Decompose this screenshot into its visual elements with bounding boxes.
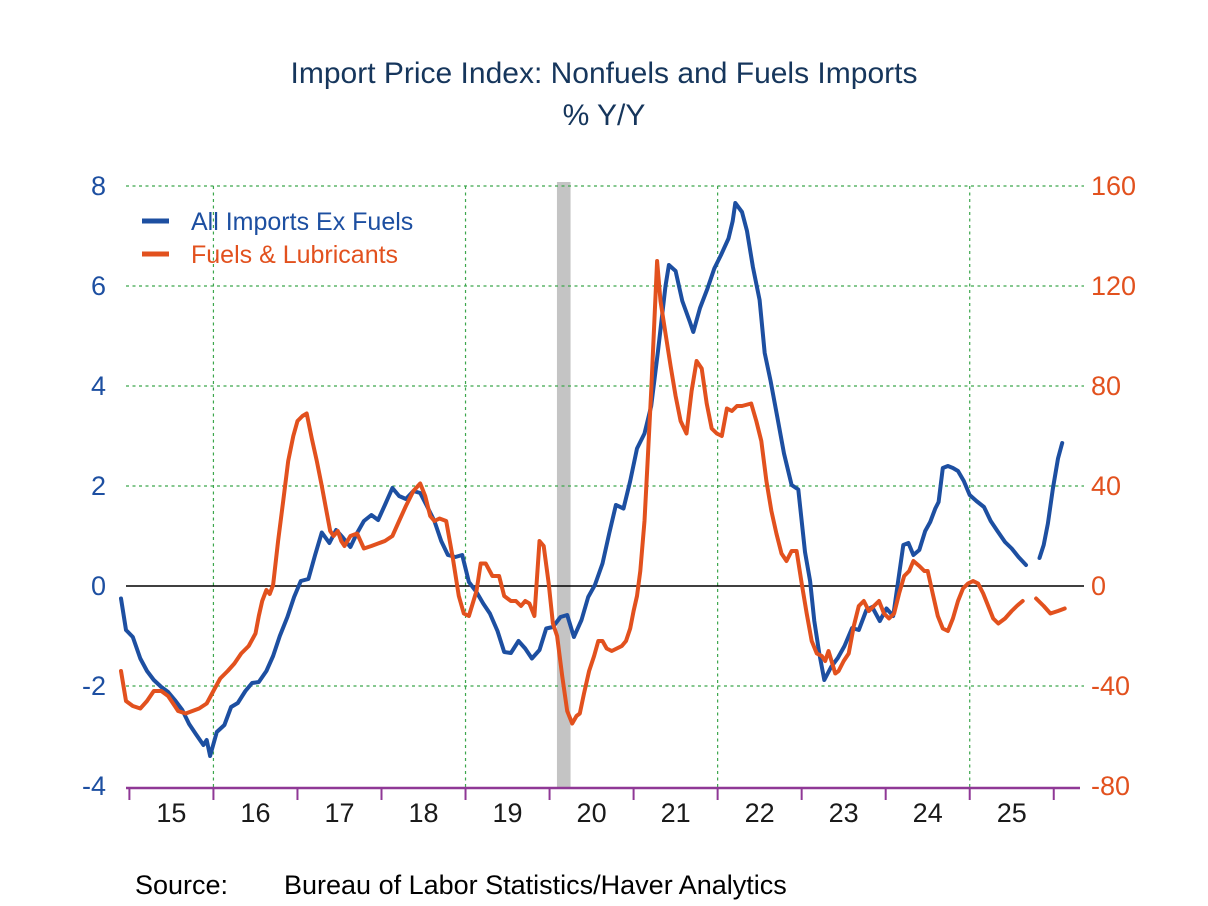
x-tick-label: 17	[324, 798, 354, 828]
legend-label-all-imports-ex-fuels: All Imports Ex Fuels	[191, 208, 413, 236]
right-axis-label: -80	[1091, 771, 1130, 801]
right-axis-label: -40	[1091, 671, 1130, 701]
left-axis-label: -4	[82, 771, 106, 801]
x-tick-label: 22	[745, 798, 775, 828]
chart-series	[119, 201, 1067, 758]
series-line-fuels-lubricants	[119, 259, 1067, 726]
x-tick-label: 25	[997, 798, 1027, 828]
legend-label-fuels-lubricants: Fuels & Lubricants	[191, 241, 398, 269]
x-tick-label: 18	[408, 798, 438, 828]
x-tick-label: 24	[913, 798, 943, 828]
chart-subtitle: % Y/Y	[563, 99, 646, 132]
source-text: Bureau of Labor Statistics/Haver Analyti…	[284, 870, 787, 900]
right-axis-label: 40	[1091, 471, 1121, 501]
x-tick-label: 15	[156, 798, 186, 828]
x-tick-label: 19	[493, 798, 523, 828]
x-tick-label: 20	[577, 798, 607, 828]
left-axis-label: -2	[82, 671, 106, 701]
right-axis-label: 120	[1091, 271, 1136, 301]
source-label: Source:	[135, 870, 228, 900]
chart-underlays: 15 16 17 18 19 20 21 22 23 24 2586420-2-4160120804…	[82, 171, 1136, 828]
recession-band	[556, 182, 571, 788]
right-axis-label: 80	[1091, 371, 1121, 401]
left-axis-label: 6	[91, 271, 106, 301]
left-axis-label: 8	[91, 171, 106, 201]
right-axis-label: 0	[1091, 571, 1106, 601]
left-axis-label: 0	[91, 571, 106, 601]
chart-title: Import Price Index: Nonfuels and Fuels I…	[291, 57, 918, 90]
x-tick-label: 21	[661, 798, 691, 828]
left-axis-label: 4	[91, 371, 106, 401]
x-tick-label: 16	[240, 798, 270, 828]
right-axis-label: 160	[1091, 171, 1136, 201]
left-axis-label: 2	[91, 471, 106, 501]
x-tick-label: 23	[829, 798, 859, 828]
legend: All Imports Ex Fuels Fuels & Lubricants	[142, 208, 413, 269]
